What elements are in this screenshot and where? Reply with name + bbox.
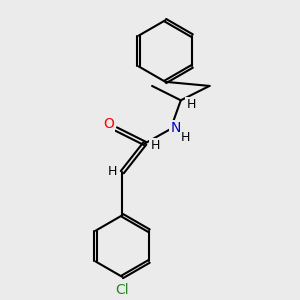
Text: H: H (150, 139, 160, 152)
Text: Cl: Cl (116, 283, 129, 297)
Text: H: H (107, 165, 117, 178)
Text: N: N (170, 121, 181, 135)
Text: H: H (181, 131, 190, 144)
Text: H: H (186, 98, 196, 111)
Text: O: O (103, 117, 114, 131)
